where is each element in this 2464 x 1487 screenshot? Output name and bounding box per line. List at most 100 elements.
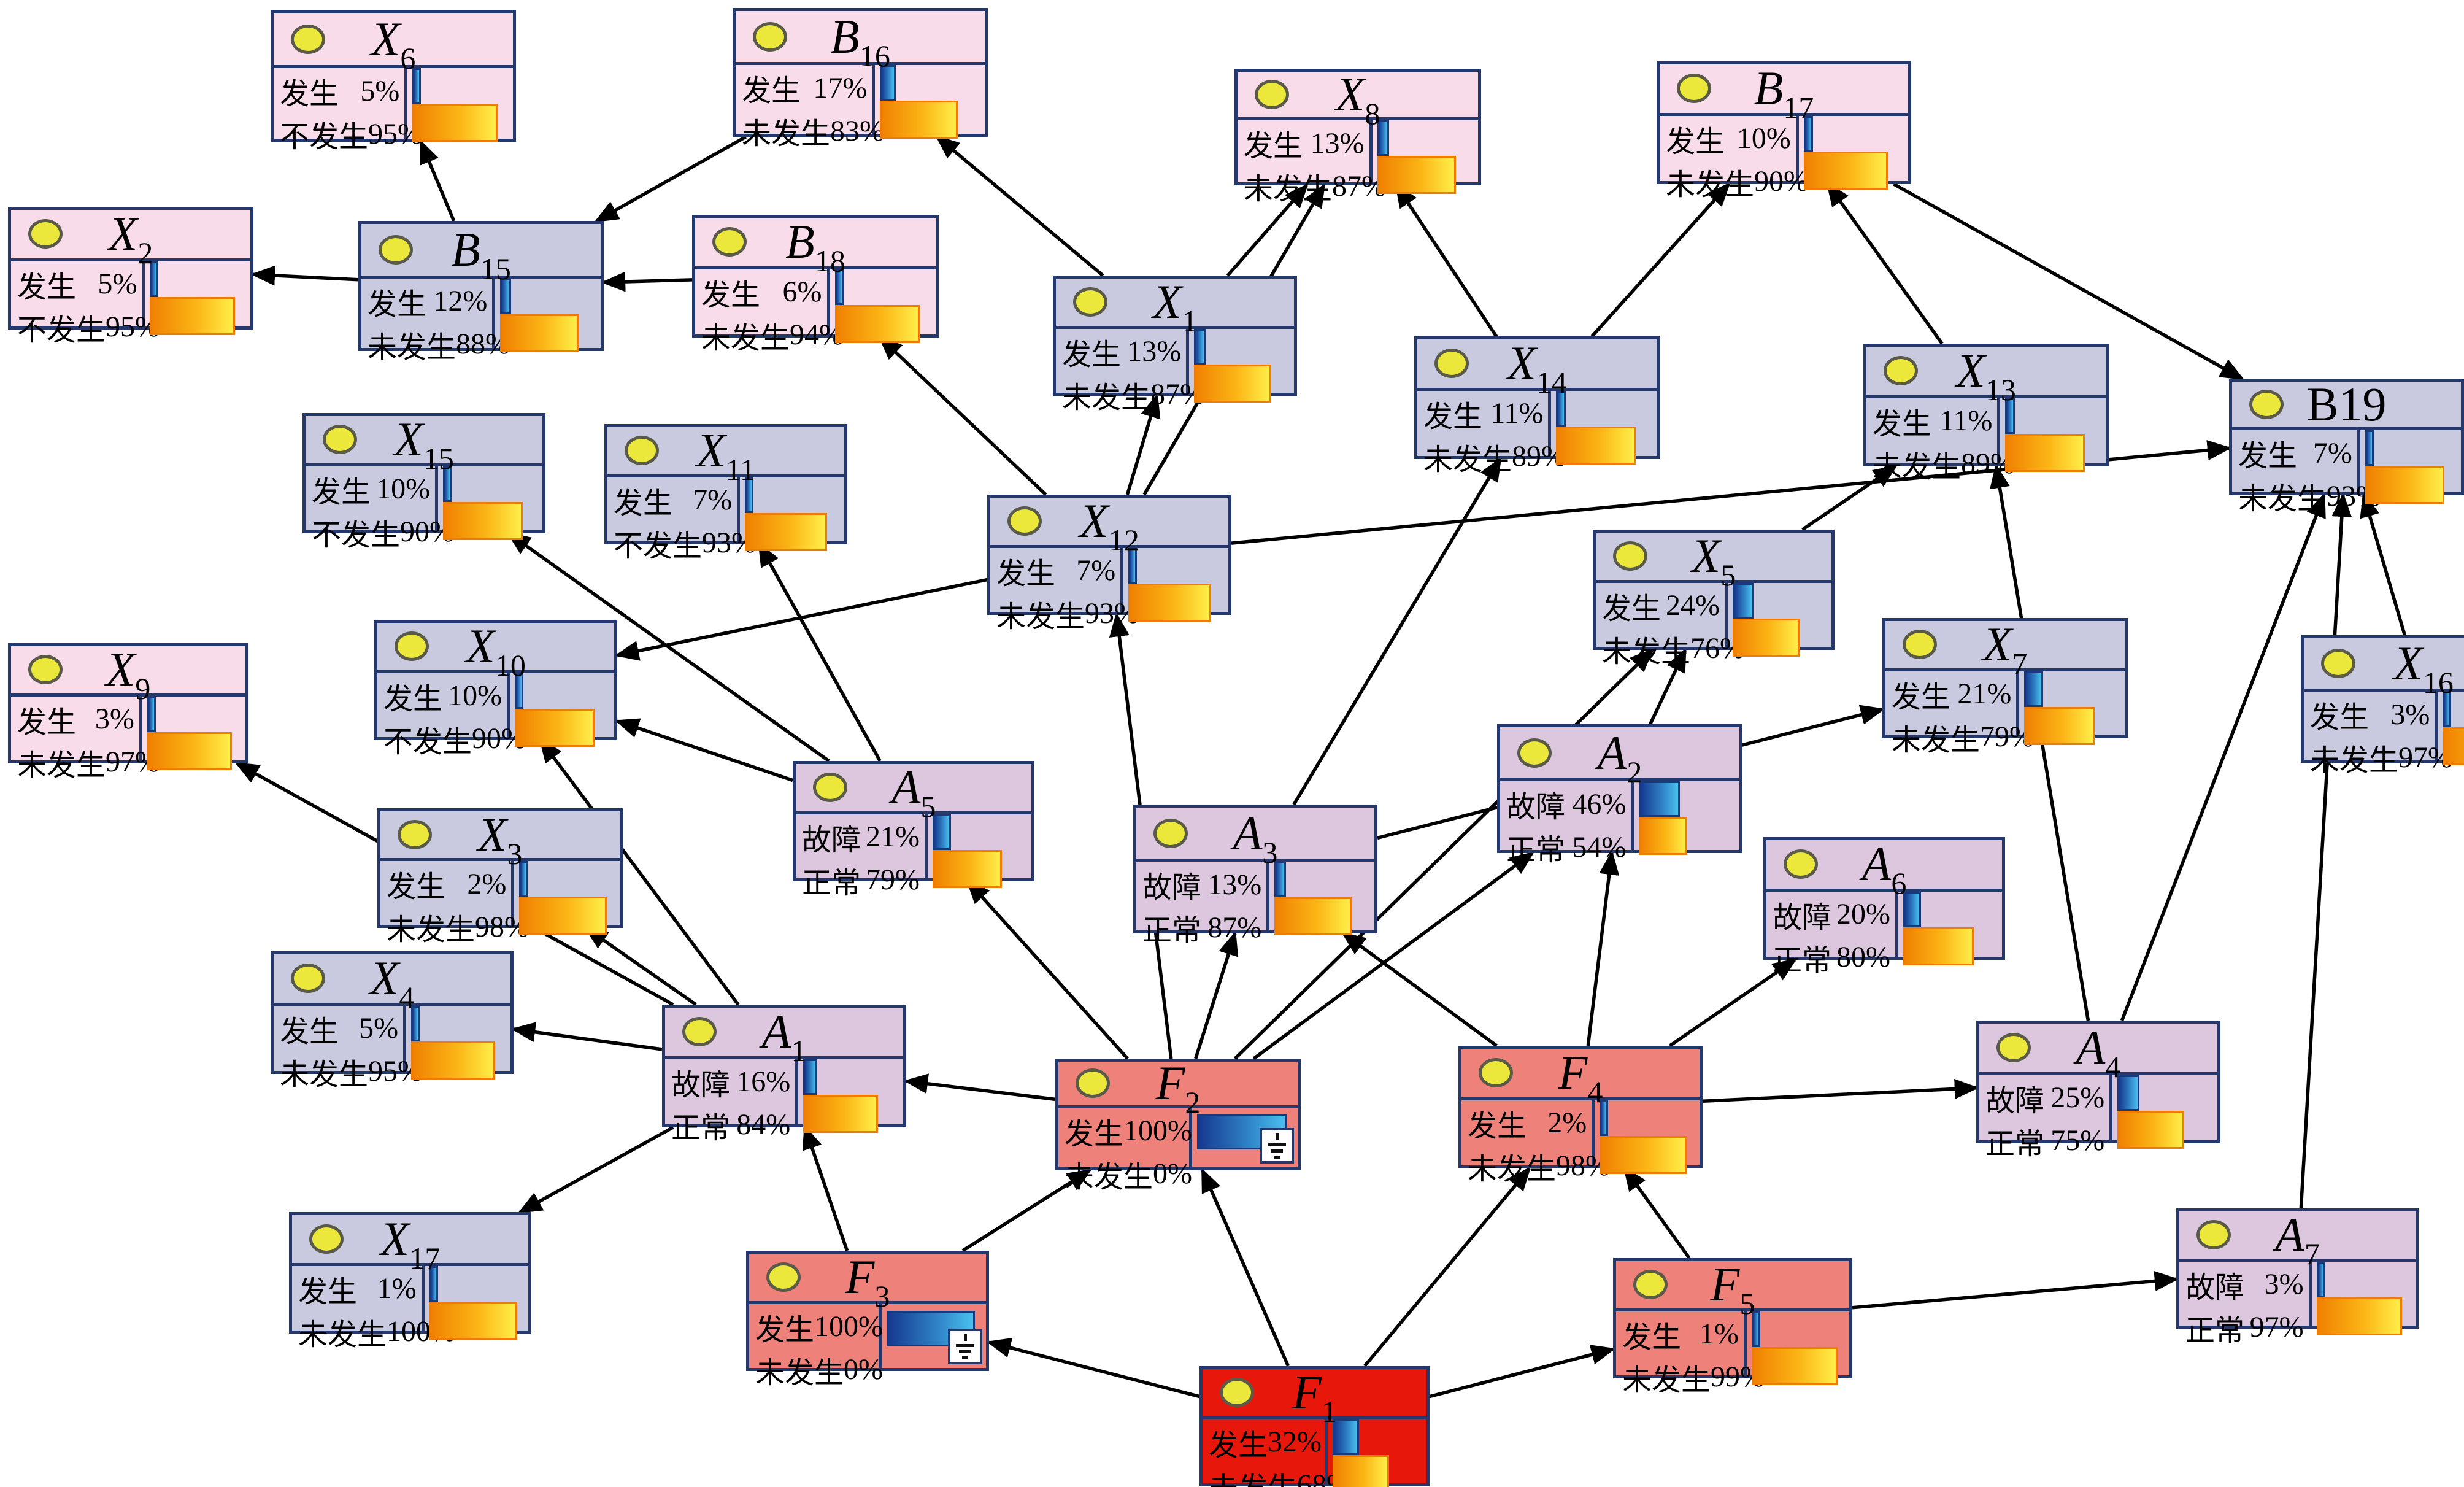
orange-bar: [1600, 1135, 1687, 1174]
probability-row: 发生 2%: [1468, 1102, 1587, 1145]
node-A5[interactable]: A5 故障 21% 正常 79%: [793, 761, 1034, 900]
state-label: 未发生: [1423, 443, 1512, 476]
node-probability-table: 发生 11% 未发生 89%: [1866, 398, 2106, 484]
probability-row: 发生 12%: [368, 280, 487, 323]
bar-not-occur: [745, 512, 844, 551]
node-title: X16: [2393, 636, 2454, 700]
probability-row: 发生 10%: [312, 468, 430, 511]
orange-bar: [411, 1041, 496, 1080]
node-A4[interactable]: A4 故障 25% 正常 75%: [1976, 1021, 2220, 1161]
state-label: 未发生: [742, 118, 831, 150]
probability-row: 不发生 90%: [312, 511, 454, 554]
node-state-icon: [1996, 1033, 2031, 1063]
state-percent: 100%: [814, 1310, 883, 1343]
node-X13[interactable]: X13 发生 11% 未发生 89%: [1863, 344, 2109, 484]
probability-bars: [1634, 781, 1739, 855]
evidence-ground-icon: [948, 1329, 982, 1364]
node-X7[interactable]: X7 发生 21% 未发生 79%: [1882, 618, 2128, 757]
probability-row: 未发生 100%: [298, 1310, 455, 1353]
orange-bar: [2117, 1110, 2185, 1149]
state-label: 未发生: [1209, 1464, 1297, 1487]
blue-bar: [1333, 1419, 1360, 1455]
bar-occur: [429, 1265, 528, 1302]
node-title-bar: F5: [1616, 1261, 1849, 1319]
edge-B15-X6: [419, 139, 456, 222]
probability-bars: [425, 1265, 528, 1340]
probability-row: 故障 21%: [802, 816, 920, 859]
node-X12[interactable]: X12 发生 7% 未发生 93%: [987, 494, 1231, 633]
bar-occur: [411, 1005, 510, 1041]
node-A7[interactable]: A7 故障 3% 正常 97%: [2176, 1208, 2419, 1347]
probability-row: 发生 17%: [742, 66, 867, 109]
bar-not-occur: [1128, 583, 1228, 622]
edge-A3-X14: [1292, 457, 1502, 806]
bar-not-occur: [519, 897, 620, 935]
node-B18[interactable]: B18 发生 6% 未发生 94%: [692, 215, 939, 355]
node-X5[interactable]: X5 发生 24% 未发生 76%: [1593, 530, 1835, 668]
node-X15[interactable]: X15 发生 10% 不发生 90%: [302, 413, 545, 552]
state-labels: 发生 7% 未发生 93%: [2232, 430, 2381, 516]
node-title-bar: A6: [1766, 840, 2002, 898]
node-F3[interactable]: F3 发生 100% 未发生 0%: [746, 1250, 989, 1389]
node-X10[interactable]: X10 发生 10% 不发生 90%: [374, 620, 617, 759]
blue-bar: [1751, 1311, 1760, 1347]
node-F4[interactable]: F4 发生 2% 未发生 98%: [1458, 1046, 1703, 1186]
probability-bars: [2312, 1261, 2416, 1335]
node-X1[interactable]: X1 发生 13% 未发生 87%: [1053, 276, 1297, 414]
node-title-bar: F1: [1203, 1369, 1426, 1427]
node-B16[interactable]: B16 发生 17% 未发生 83%: [733, 8, 988, 150]
node-probability-table: 发生 13% 未发生 87%: [1238, 120, 1478, 206]
node-B15[interactable]: B15 发生 12% 未发生 88%: [358, 221, 604, 364]
bar-occur: [2117, 1075, 2217, 1111]
node-X14[interactable]: X14 发生 11% 未发生 89%: [1414, 336, 1660, 476]
node-X11[interactable]: X11 发生 7% 不发生 93%: [604, 424, 847, 563]
state-label: 发生: [280, 1015, 339, 1048]
probability-row: 未发生 89%: [1873, 442, 2015, 485]
node-title: F3: [845, 1250, 890, 1314]
state-label: 正常: [802, 867, 861, 900]
node-B19[interactable]: B19 发生 7% 未发生 93%: [2229, 379, 2464, 516]
blue-bar: [1733, 582, 1754, 619]
node-state-icon: [291, 24, 325, 54]
node-state-icon: [625, 436, 659, 466]
node-X9[interactable]: X9 发生 3% 未发生 97%: [8, 643, 248, 782]
node-F5[interactable]: F5 发生 1% 未发生 99%: [1613, 1258, 1852, 1397]
node-A2[interactable]: A2 故障 46% 正常 54%: [1497, 724, 1742, 867]
node-X17[interactable]: X17 发生 1% 未发生 100%: [289, 1212, 531, 1351]
node-X16[interactable]: X16 发生 3% 未发生 97%: [2301, 635, 2464, 777]
node-X4[interactable]: X4 发生 5% 未发生 95%: [271, 951, 514, 1091]
node-F2[interactable]: F2 发生 100% 未发生 0%: [1055, 1059, 1301, 1194]
node-title-bar: B18: [695, 215, 936, 279]
node-title-bar: X11: [607, 427, 844, 485]
state-percent: 79%: [866, 863, 920, 897]
node-A3[interactable]: A3 故障 13% 正常 87%: [1133, 805, 1377, 947]
node-A6[interactable]: A6 故障 20% 正常 80%: [1763, 837, 2005, 977]
node-A1[interactable]: A1 故障 16% 正常 84%: [662, 1005, 906, 1145]
state-label: 未发生: [298, 1318, 387, 1351]
probability-row: 未发生 0%: [755, 1348, 883, 1391]
edge-X13-B17: [1826, 182, 1944, 345]
bar-not-occur: [2443, 727, 2464, 766]
state-label: 发生: [1065, 1118, 1124, 1151]
node-title: X12: [1079, 494, 1139, 558]
node-X6[interactable]: X6 发生 5% 不发生 95%: [271, 10, 516, 153]
state-labels: 发生 5% 不发生 95%: [11, 261, 160, 347]
node-title: X4: [369, 951, 415, 1015]
node-X2[interactable]: X2 发生 5% 不发生 95%: [8, 207, 253, 347]
bar-not-occur: [1733, 618, 1831, 657]
orange-bar: [2443, 727, 2464, 766]
node-X3[interactable]: X3 发生 2% 未发生 98%: [377, 808, 623, 946]
state-label: 故障: [1142, 871, 1202, 904]
state-label: 未发生: [1062, 381, 1151, 414]
state-label: 未发生: [2238, 483, 2327, 516]
probability-row: 未发生 90%: [1666, 160, 1808, 203]
state-percent: 97%: [2249, 1311, 2304, 1344]
probability-row: 发生 13%: [1244, 122, 1365, 164]
bar-occur: [2365, 430, 2461, 466]
bar-not-occur: [2024, 706, 2125, 745]
node-title: B18: [785, 215, 845, 279]
probability-row: 发生 7%: [996, 549, 1115, 592]
node-X8[interactable]: X8 发生 13% 未发生 87%: [1234, 69, 1481, 206]
node-B17[interactable]: B17 发生 10% 未发生 90%: [1657, 61, 1911, 201]
